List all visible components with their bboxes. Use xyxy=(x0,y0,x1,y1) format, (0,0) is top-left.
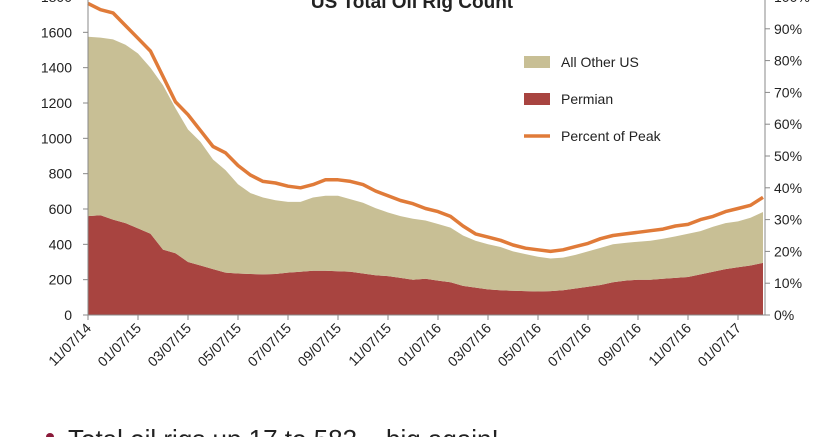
y2-tick-label: 50% xyxy=(774,148,802,164)
y2-tick-label: 30% xyxy=(774,212,802,228)
y-tick-label: 1800 xyxy=(41,0,72,5)
x-tick-label: 01/07/15 xyxy=(94,320,144,370)
y2-tick-label: 10% xyxy=(774,275,802,291)
y2-tick-label: 60% xyxy=(774,116,802,132)
x-tick-label: 03/07/16 xyxy=(444,320,494,370)
x-tick-label: 01/07/17 xyxy=(694,320,744,370)
x-tick-label: 05/07/16 xyxy=(494,320,544,370)
legend-label: Permian xyxy=(561,91,613,107)
y2-tick-label: 90% xyxy=(774,21,802,37)
y-tick-label: 200 xyxy=(49,272,73,288)
y2-tick-label: 0% xyxy=(774,307,794,323)
chart-title: US Total Oil Rig Count xyxy=(311,0,514,13)
x-tick-label: 01/07/16 xyxy=(394,320,444,370)
x-tick-label: 11/07/15 xyxy=(345,320,394,369)
caption: Total oil rigs up 17 to 583 – big again! xyxy=(68,424,499,437)
legend-label: Percent of Peak xyxy=(561,128,662,144)
legend-label: All Other US xyxy=(561,54,639,70)
y-tick-label: 800 xyxy=(49,166,73,182)
x-tick-label: 07/07/15 xyxy=(244,320,294,370)
x-tick-label: 07/07/16 xyxy=(544,320,594,370)
legend-swatch xyxy=(524,56,550,68)
y2-tick-label: 100% xyxy=(774,0,810,5)
y2-tick-label: 40% xyxy=(774,180,802,196)
y2-tick-label: 20% xyxy=(774,243,802,259)
area xyxy=(88,215,763,315)
line xyxy=(87,1,764,254)
bullet xyxy=(46,433,54,437)
x-tick-label: 09/07/16 xyxy=(594,320,644,370)
y-tick-label: 0 xyxy=(64,307,72,323)
x-tick-label: 11/07/14 xyxy=(45,320,94,369)
x-tick-label: 11/07/16 xyxy=(645,320,694,369)
y-tick-label: 1200 xyxy=(41,95,72,111)
y-tick-label: 1400 xyxy=(41,60,72,76)
y-tick-label: 1000 xyxy=(41,130,72,146)
y2-tick-label: 80% xyxy=(774,53,802,69)
legend-swatch xyxy=(524,93,550,105)
y-tick-label: 1600 xyxy=(41,24,72,40)
y-tick-label: 600 xyxy=(49,201,73,217)
x-tick-label: 03/07/15 xyxy=(144,320,194,370)
x-tick-label: 09/07/15 xyxy=(294,320,344,370)
x-tick-label: 05/07/15 xyxy=(194,320,244,370)
area xyxy=(88,36,763,292)
y2-tick-label: 70% xyxy=(774,84,802,100)
y-tick-label: 400 xyxy=(49,236,73,252)
